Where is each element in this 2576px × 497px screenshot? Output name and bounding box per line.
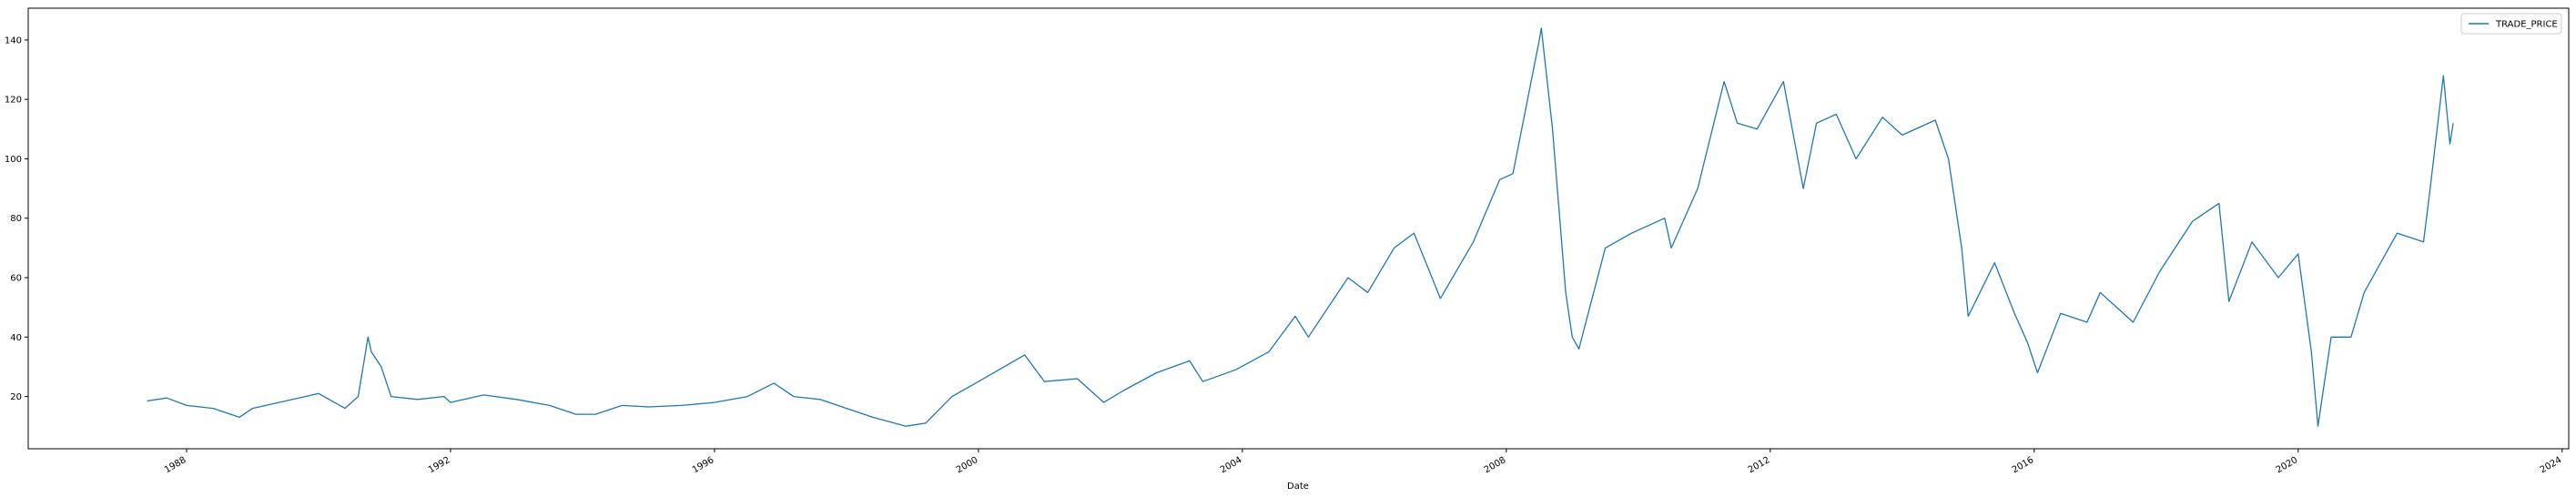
x-axis-label: Date bbox=[1287, 482, 1309, 492]
y-tick-label: 20 bbox=[10, 392, 22, 402]
legend-label: TRADE_PRICE bbox=[2495, 20, 2558, 30]
y-tick-label: 60 bbox=[10, 274, 22, 284]
x-tick-label: 2016 bbox=[2011, 455, 2036, 475]
x-tick-label: 2012 bbox=[1747, 455, 1772, 475]
y-tick-label: 80 bbox=[10, 214, 22, 224]
y-tick-label: 40 bbox=[10, 333, 22, 343]
x-tick-label: 1992 bbox=[427, 455, 452, 475]
x-tick-label: 1988 bbox=[163, 455, 188, 475]
y-tick-label: 120 bbox=[5, 96, 22, 106]
x-tick-label: 1996 bbox=[691, 455, 716, 475]
x-tick-label: 2000 bbox=[955, 455, 980, 475]
x-tick-label: 2020 bbox=[2275, 455, 2300, 475]
y-tick-label: 140 bbox=[5, 36, 22, 46]
y-tick-label: 100 bbox=[5, 155, 22, 165]
x-tick-label: 2004 bbox=[1219, 455, 1244, 475]
line-series bbox=[147, 27, 2454, 427]
legend-box bbox=[2460, 13, 2562, 35]
axes-frame bbox=[27, 7, 2570, 450]
x-tick-label: 2024 bbox=[2539, 455, 2564, 475]
x-tick-label: 2008 bbox=[1483, 455, 1508, 475]
